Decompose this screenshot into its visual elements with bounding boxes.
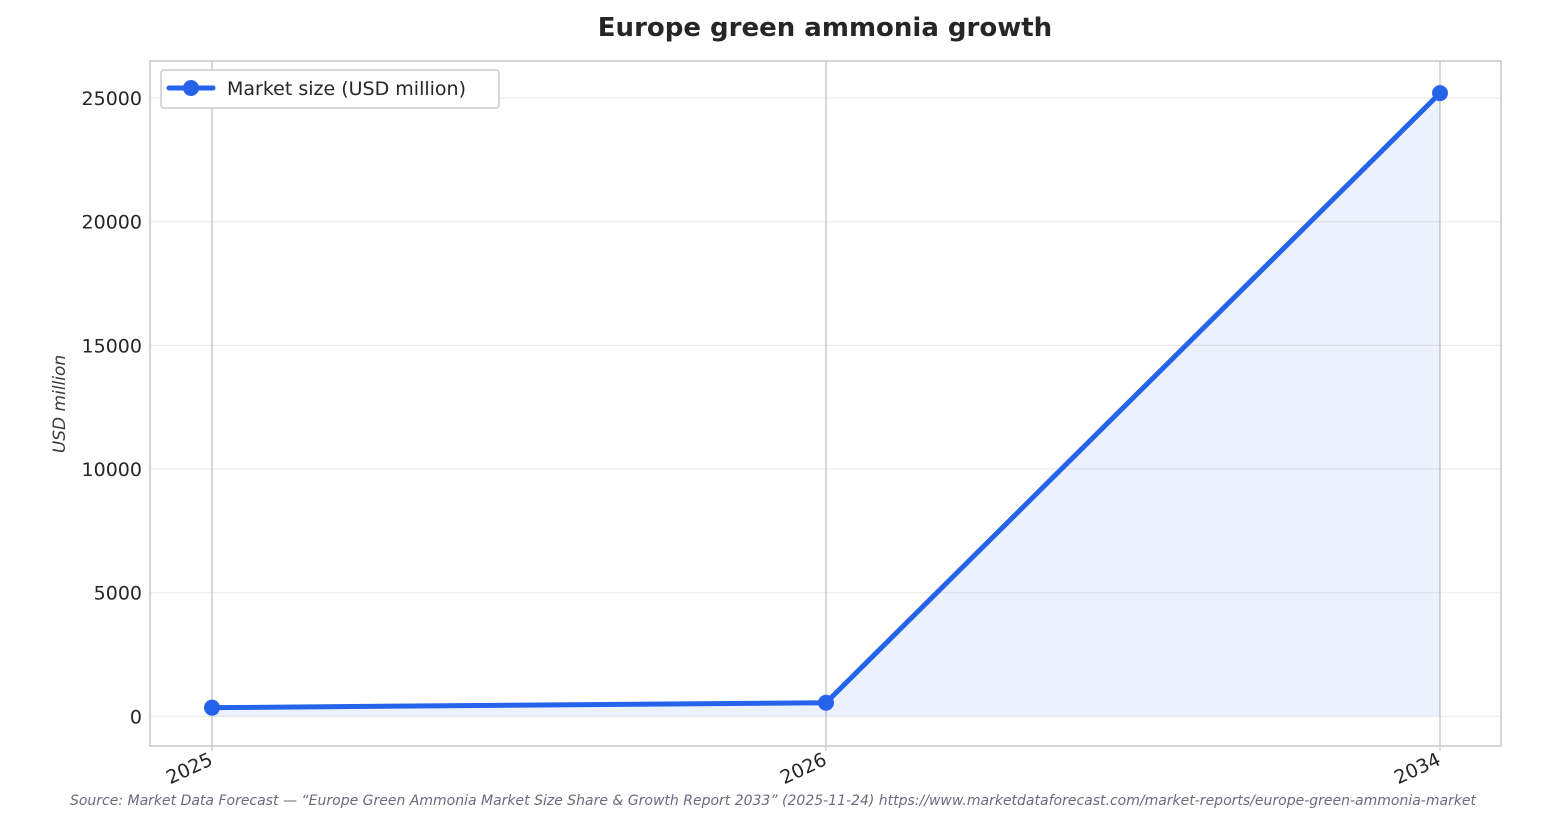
series-area [212,93,1440,717]
y-tick-label: 0 [130,706,142,728]
y-tick-label: 15000 [82,335,142,357]
y-axis-label: USD million [50,355,70,453]
y-axis-ticks: 0 5000 10000 15000 20000 25000 [82,88,142,728]
grid-layer [150,61,1501,746]
x-tick-label: 2034 [1391,749,1444,789]
data-point [204,699,220,716]
legend-label: Market size (USD million) [227,78,466,100]
legend-box [160,69,500,109]
chart-title: Europe green ammonia growth [598,13,1052,43]
x-axis-ticks: 2025 2026 2034 [163,746,1444,789]
y-tick-label: 25000 [82,88,142,110]
source-note: Source: Market Data Forecast — “Europe G… [70,793,1477,809]
data-point [818,694,834,711]
legend-marker-swatch [183,80,199,96]
area-layer [212,93,1440,717]
legend: Market size (USD million) [160,69,500,109]
y-tick-label: 10000 [82,459,142,481]
y-tick-label: 20000 [82,212,142,234]
data-point [1432,85,1448,102]
y-tick-label: 5000 [94,583,142,605]
x-tick-label: 2025 [163,749,216,789]
point-layer [204,85,1448,716]
x-tick-label: 2026 [777,749,830,789]
